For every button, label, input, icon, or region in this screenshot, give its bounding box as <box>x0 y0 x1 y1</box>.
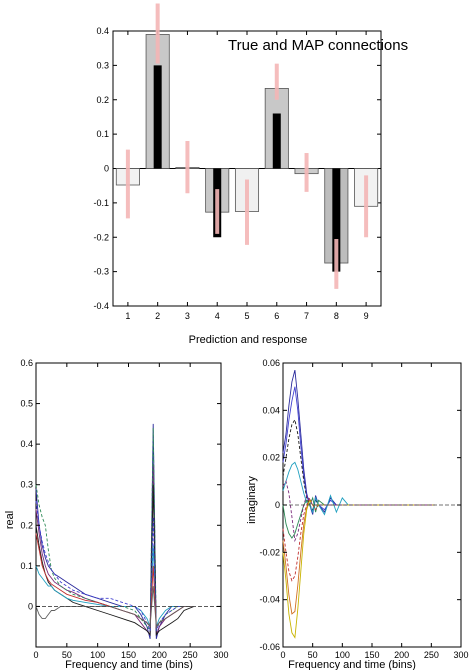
x-tick-label: 300 <box>213 650 228 660</box>
x-tick-label: 200 <box>394 650 409 660</box>
series-line <box>35 500 194 631</box>
y-tick-label: 0.3 <box>96 60 109 70</box>
real-line-chart: 0 0.1 0.2 0.3 0.4 0.5 0.6 0 50 100 150 200 250 300 Fr… <box>4 358 229 670</box>
series-line <box>35 484 195 637</box>
real-axes <box>35 362 222 648</box>
series-line <box>35 427 194 633</box>
imaginary-line-chart: -0.06 -0.04 -0.02 0 0.02 0.04 0.06 0 50 100 150 200… <box>246 358 469 670</box>
real-ticks: 0 0.1 0.2 0.3 0.4 0.5 0.6 0 50 100 150 200 250 300 <box>20 358 228 660</box>
imag-ticks: -0.06 -0.04 -0.02 0 0.02 0.04 0.06 0 50 100 150 200… <box>259 358 468 660</box>
series-line <box>35 586 194 628</box>
series-line <box>282 499 435 639</box>
y-tick-label: -0.04 <box>259 595 280 605</box>
x-tick-label: 200 <box>152 650 167 660</box>
true-connection-bar <box>153 65 162 169</box>
real-lines <box>35 423 221 640</box>
x-tick-label: 9 <box>364 311 369 321</box>
x-tick-label: 50 <box>62 650 72 660</box>
x-tick-label: 5 <box>244 311 249 321</box>
x-tick-label: 150 <box>121 650 136 660</box>
y-tick-label: 0 <box>104 164 109 174</box>
y-tick-label: 0.3 <box>20 480 33 490</box>
series-line <box>35 464 194 637</box>
y-tick-label: 0 <box>275 500 280 510</box>
series-line <box>282 418 435 511</box>
series-line <box>282 496 435 582</box>
x-tick-label: 1 <box>125 311 130 321</box>
y-tick-label: 0.02 <box>262 453 280 463</box>
y-tick-label: 0.4 <box>96 26 109 36</box>
x-tick-label: 6 <box>274 311 279 321</box>
x-tick-label: 50 <box>308 650 318 660</box>
x-axis-label: Prediction and response <box>189 334 308 345</box>
y-tick-label: -0.3 <box>93 267 109 277</box>
imag-x-axis-label: Frequency and time (bins) <box>288 659 416 670</box>
x-tick-label: 250 <box>424 650 439 660</box>
imag-lines <box>282 369 461 639</box>
true-connection-bar <box>332 168 341 272</box>
x-tick-label: 250 <box>183 650 198 660</box>
x-tick-label: 2 <box>155 311 160 321</box>
y-tick-label: 0.2 <box>20 520 33 530</box>
true-connection-bar <box>272 113 281 169</box>
y-tick-label: 0 <box>28 601 33 611</box>
x-tick-label: 4 <box>215 311 220 321</box>
y-tick-label: 0.04 <box>262 405 280 415</box>
x-tick-label: 7 <box>304 311 309 321</box>
bar-marks <box>115 3 379 289</box>
x-tick-label: 150 <box>364 650 379 660</box>
y-tick-label: 0.1 <box>96 129 109 139</box>
plot-frame <box>35 362 222 648</box>
imag-y-axis-label: imaginary <box>246 476 258 524</box>
y-tick-label: 0.06 <box>262 358 280 368</box>
y-tick-label: 0.6 <box>20 358 33 368</box>
y-tick-label: -0.2 <box>93 232 109 242</box>
x-tick-label: 100 <box>90 650 105 660</box>
x-tick-label: 0 <box>280 650 285 660</box>
y-tick-label: -0.1 <box>93 198 109 208</box>
y-tick-label: 0.4 <box>20 439 33 449</box>
series-line <box>35 545 194 627</box>
y-tick-label: -0.4 <box>93 301 109 311</box>
x-tick-label: 0 <box>33 650 38 660</box>
y-tick-label: -0.06 <box>259 642 280 652</box>
x-tick-label: 8 <box>334 311 339 321</box>
bar-chart: -0.4 -0.3 -0.2 -0.1 0 0.1 0.2 0.3 0.4 1 2 3 4 5 6 7 8 9 T… <box>93 3 408 345</box>
y-tick-label: 0.2 <box>96 95 109 105</box>
series-line <box>35 533 194 628</box>
x-tick-label: 300 <box>453 650 468 660</box>
real-x-axis-label: Frequency and time (bins) <box>65 659 193 670</box>
real-y-axis-label: real <box>4 511 16 529</box>
y-tick-label: 0.1 <box>20 561 33 571</box>
y-tick-label: 0.5 <box>20 399 33 409</box>
y-tick-label: -0.02 <box>259 547 280 557</box>
x-tick-label: 3 <box>185 311 190 321</box>
chart-title: True and MAP connections <box>228 37 408 54</box>
x-tick-label: 100 <box>335 650 350 660</box>
